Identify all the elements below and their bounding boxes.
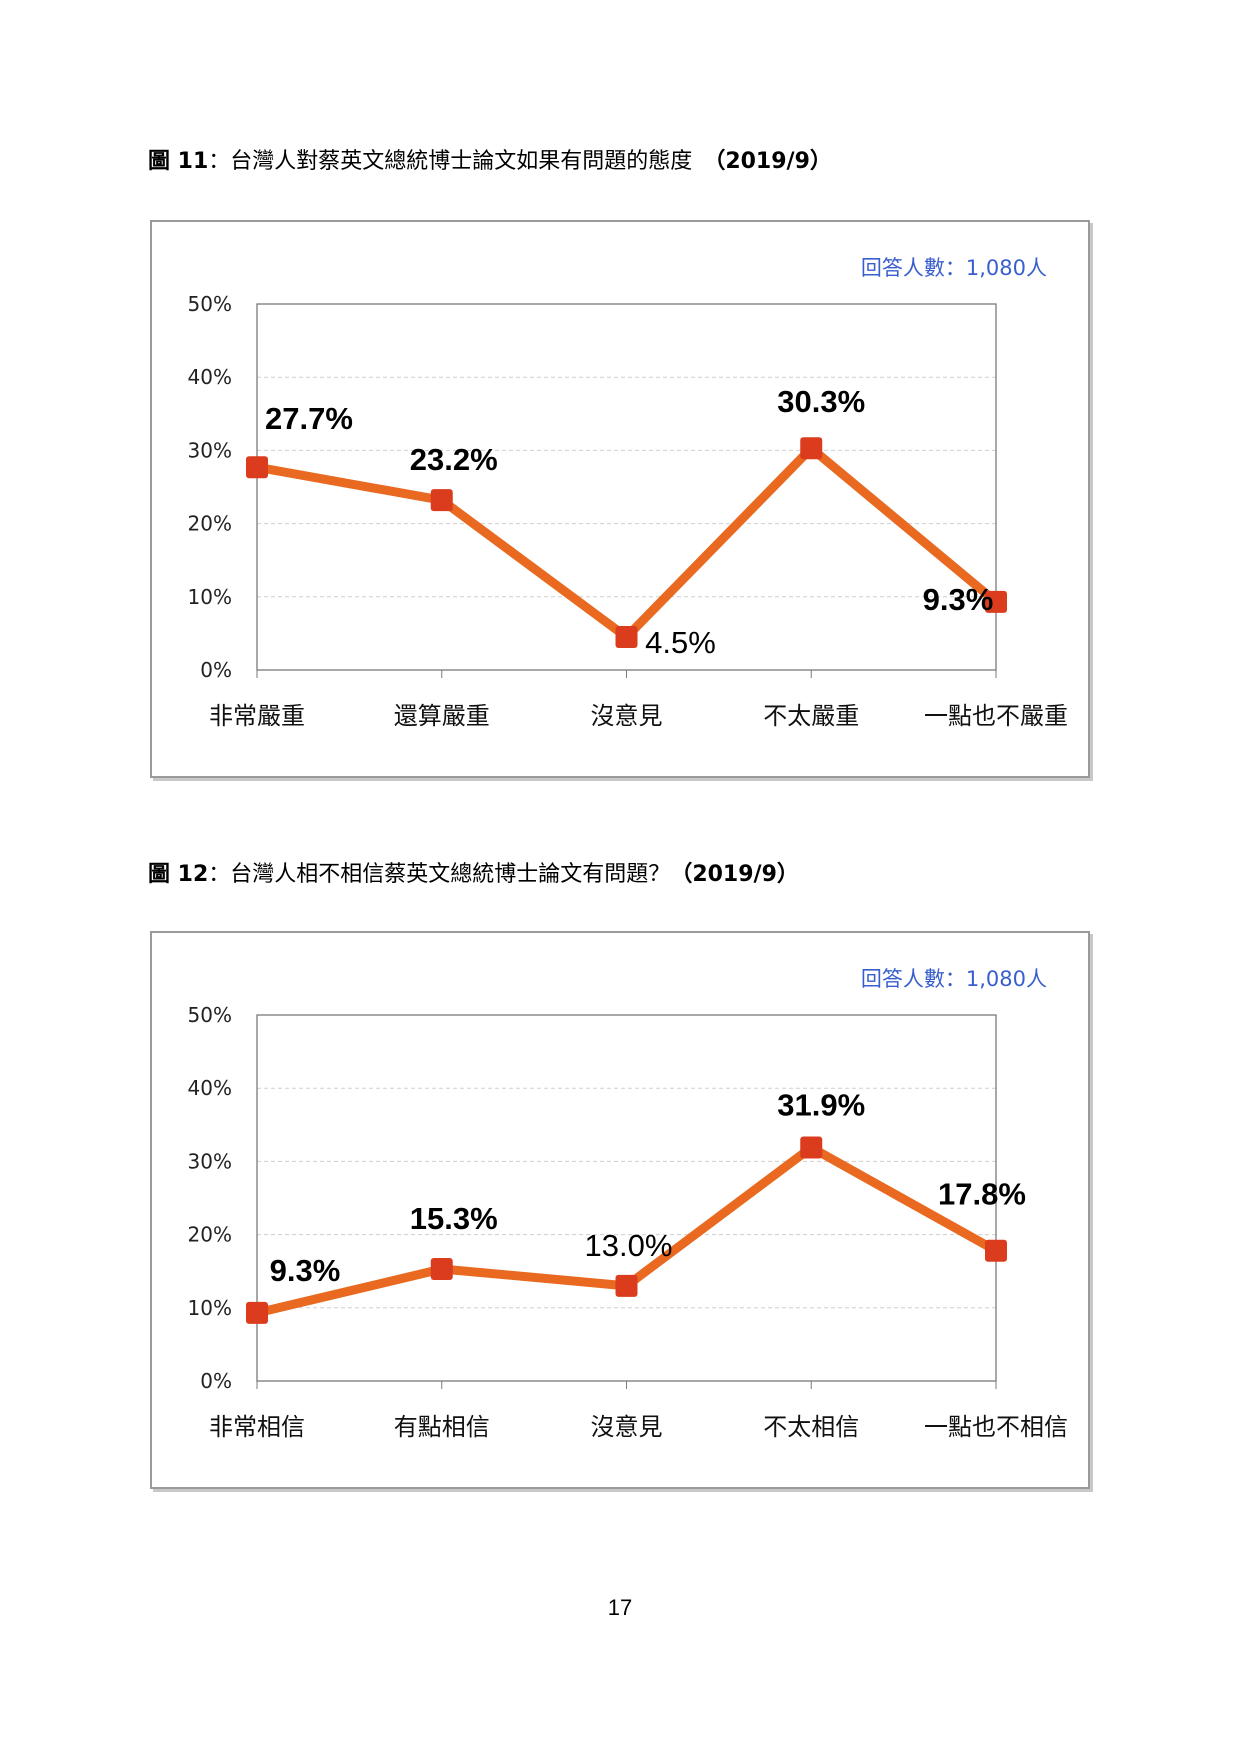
data-label: 27.7% — [265, 401, 353, 436]
data-label: 17.8% — [938, 1177, 1026, 1212]
page-number: 17 — [607, 1595, 633, 1620]
y-tick-label: 50% — [188, 1003, 232, 1027]
series-line — [252, 443, 1001, 642]
data-label: 9.3% — [270, 1253, 341, 1288]
y-tick-label: 40% — [188, 365, 232, 389]
y-tick-label: 40% — [188, 1076, 232, 1100]
data-label: 15.3% — [410, 1201, 498, 1236]
data-point-marker — [246, 1301, 268, 1324]
data-label: 4.5% — [645, 625, 716, 660]
data-point-marker — [985, 1239, 1007, 1262]
figure-12-date: （2019/9） — [670, 862, 799, 887]
y-tick-label: 30% — [188, 1149, 232, 1173]
figure-12-caption-text: 台灣人相不相信蔡英文總統博士論文有問題？ — [230, 862, 671, 887]
data-label: 31.9% — [777, 1087, 865, 1122]
data-point-marker — [430, 489, 453, 512]
figure-12-caption: 圖 12：台灣人相不相信蔡英文總統博士論文有問題？（2019/9） — [148, 860, 799, 890]
data-point-marker — [615, 626, 638, 649]
data-point-marker — [430, 1258, 453, 1281]
y-tick-label: 10% — [188, 1296, 232, 1320]
y-tick-label: 20% — [188, 512, 232, 536]
figure-12-chart: 回答人數：1,080人 0% 10% 20% 30% 40% 50% 非常相信 有點相信 沒意見 不… — [150, 931, 1090, 1489]
category-label: 有點相信 — [394, 1413, 490, 1441]
data-point-marker — [615, 1274, 638, 1297]
plot-area-border — [256, 1014, 997, 1382]
figure-11-caption-text: 台灣人對蔡英文總統博士論文如果有問題的態度 — [230, 149, 693, 174]
data-point-marker — [800, 437, 823, 460]
category-label: 還算嚴重 — [394, 702, 490, 730]
y-tick-label: 0% — [200, 1369, 232, 1393]
category-label: 一點也不相信 — [924, 1413, 1068, 1441]
data-label: 13.0% — [585, 1228, 673, 1263]
data-point-marker — [985, 590, 1007, 613]
y-tick-label: 20% — [188, 1223, 232, 1247]
figure-11-colon: ： — [208, 149, 231, 174]
figure-11-chart: 回答人數：1,080人 0% 10% 20% 30% 40% 50% 非常嚴重 還算嚴重 沒意見 不… — [150, 220, 1090, 778]
figure-12-chart-svg: 回答人數：1,080人 0% 10% 20% 30% 40% 50% 非常相信 有點相信 沒意見 不… — [188, 967, 1068, 1441]
y-tick-label: 10% — [188, 585, 232, 609]
respondents-annotation: 回答人數：1,080人 — [861, 967, 1047, 991]
data-label: 9.3% — [923, 582, 994, 617]
category-label: 沒意見 — [591, 1413, 663, 1441]
data-label: 30.3% — [777, 384, 865, 419]
figure-11-chart-svg: 回答人數：1,080人 0% 10% 20% 30% 40% 50% 非常嚴重 還算嚴重 沒意見 不… — [188, 256, 1068, 730]
y-tick-label: 30% — [188, 438, 232, 462]
respondents-annotation: 回答人數：1,080人 — [861, 256, 1047, 280]
data-label: 23.2% — [410, 442, 498, 477]
figure-11-date: （2019/9） — [692, 149, 832, 174]
category-label: 一點也不嚴重 — [924, 702, 1068, 730]
figure-11-caption: 圖 11：台灣人對蔡英文總統博士論文如果有問題的態度 （2019/9） — [148, 147, 832, 177]
figure-12-number: 圖 12 — [148, 862, 209, 887]
figure-12-colon: ： — [208, 862, 231, 887]
category-label: 不太相信 — [763, 1413, 859, 1441]
data-point-marker — [800, 1136, 823, 1159]
category-label: 非常嚴重 — [209, 702, 305, 730]
y-tick-label: 0% — [200, 658, 232, 682]
category-label: 非常相信 — [209, 1413, 305, 1441]
y-tick-label: 50% — [188, 292, 232, 316]
category-label: 沒意見 — [591, 702, 663, 730]
figure-11-number: 圖 11 — [148, 149, 209, 174]
category-label: 不太嚴重 — [763, 702, 859, 730]
data-point-marker — [246, 456, 268, 479]
